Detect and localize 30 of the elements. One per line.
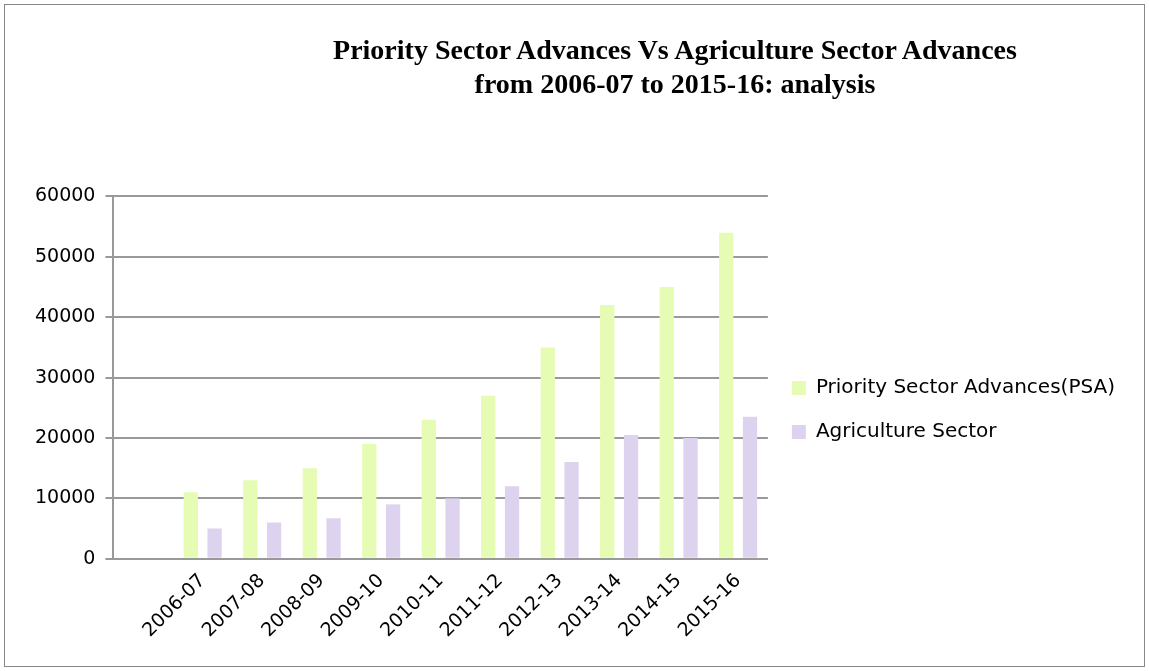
y-tick-label: 50000 [34,243,96,266]
bar [421,419,436,558]
bar [659,286,674,558]
y-tick-label: 40000 [34,304,96,327]
bar [623,434,639,558]
bar [600,305,615,558]
bar [385,504,401,558]
bar [207,528,222,558]
bar [362,444,377,558]
bar [243,480,258,558]
bar [445,498,460,558]
y-tick-label: 20000 [34,424,96,447]
y-tick-label: 0 [83,545,96,568]
y-tick-label: 10000 [34,485,96,508]
bar [266,522,282,558]
bar [302,468,317,558]
bar [183,492,198,558]
bar [683,437,698,558]
bar [742,416,758,558]
legend-label: Agriculture Sector [815,418,998,443]
bar [564,462,579,558]
y-tick-label: 60000 [34,183,96,206]
chart-title: Priority Sector Advances Vs Agriculture Sector Advances from 2006-07 to 2015-16: analysis [332,33,1018,101]
bar [504,486,520,558]
legend-label: Priority Sector Advances(PSA) [815,374,1115,399]
y-tick-label: 30000 [34,364,96,387]
bar [481,395,496,558]
bar [326,518,341,558]
bar [719,232,734,558]
bar [540,347,555,558]
